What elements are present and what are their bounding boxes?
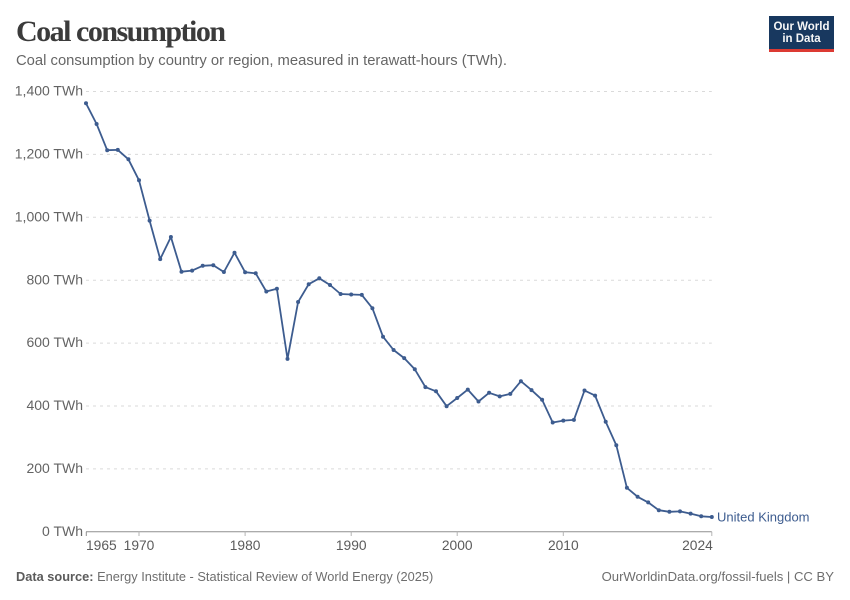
svg-text:1980: 1980 — [230, 538, 261, 553]
svg-text:400 TWh: 400 TWh — [26, 397, 83, 413]
svg-text:0 TWh: 0 TWh — [42, 523, 83, 539]
svg-text:800 TWh: 800 TWh — [26, 271, 83, 287]
svg-text:2024: 2024 — [682, 538, 713, 553]
svg-text:600 TWh: 600 TWh — [26, 334, 83, 350]
svg-text:1,000 TWh: 1,000 TWh — [15, 208, 83, 224]
svg-text:1,200 TWh: 1,200 TWh — [15, 146, 83, 162]
svg-text:1990: 1990 — [336, 538, 367, 553]
svg-text:United Kingdom: United Kingdom — [717, 510, 810, 525]
svg-text:1965: 1965 — [86, 538, 117, 553]
svg-text:2000: 2000 — [442, 538, 473, 553]
svg-text:1,400 TWh: 1,400 TWh — [15, 83, 83, 99]
svg-text:2010: 2010 — [548, 538, 579, 553]
svg-text:1970: 1970 — [124, 538, 155, 553]
svg-text:200 TWh: 200 TWh — [26, 460, 83, 476]
